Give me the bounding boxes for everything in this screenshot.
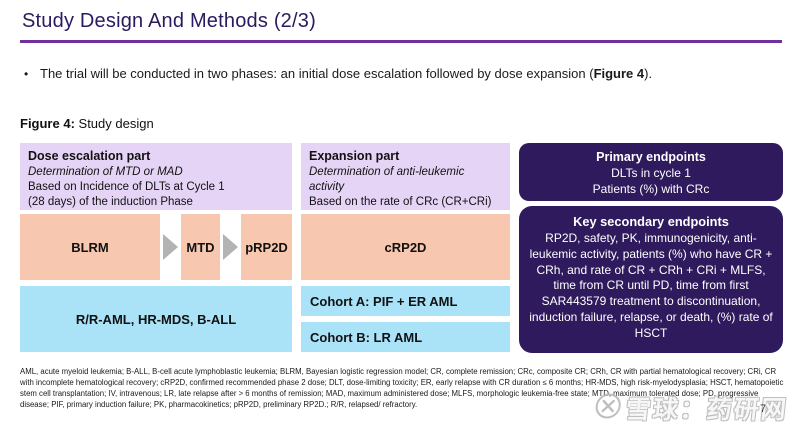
expansion-subtitle: Determination of anti-leukemic activity — [309, 165, 465, 193]
intro-bullet-text: The trial will be conducted in two phase… — [40, 66, 653, 81]
expansion-line2: Based on the rate of CRc (CR+CRi) — [309, 195, 492, 208]
dose-escalation-line3: (28 days) of the induction Phase — [28, 195, 193, 208]
expansion-header-box: Expansion part Determination of anti-leu… — [301, 143, 510, 210]
crp2d-box: cRP2D — [301, 214, 510, 280]
mtd-box: MTD — [181, 214, 220, 280]
primary-endpoint-line1: DLTs in cycle 1 — [611, 165, 691, 180]
blrm-box: BLRM — [20, 214, 160, 280]
figure-caption: Figure 4: Study design — [20, 116, 154, 131]
cohort-a-box: Cohort A: PIF + ER AML — [301, 286, 510, 316]
primary-endpoints-box: Primary endpoints DLTs in cycle 1 Patien… — [519, 143, 783, 201]
expansion-heading: Expansion part — [309, 149, 400, 163]
dose-escalation-header-box: Dose escalation part Determination of MT… — [20, 143, 292, 210]
page-number: 7 — [760, 403, 767, 415]
watermark: 雪球：药研网 — [592, 390, 790, 426]
intro-bullet: • The trial will be conducted in two pha… — [24, 66, 784, 82]
abbreviations-footnote: AML, acute myeloid leukemia; B-ALL, B-ce… — [20, 367, 784, 410]
secondary-endpoints-body: RP2D, safety, PK, immunogenicity, anti-l… — [529, 230, 773, 340]
page-title: Study Design And Methods (2/3) — [22, 10, 316, 32]
cohort-b-box: Cohort B: LR AML — [301, 322, 510, 352]
flow-arrow-icon — [163, 234, 178, 260]
flow-arrow-icon — [223, 234, 238, 260]
primary-endpoint-line2: Patients (%) with CRc — [592, 181, 710, 196]
population-box: R/R-AML, HR-MDS, B-ALL — [20, 286, 292, 352]
secondary-endpoints-box: Key secondary endpoints RP2D, safety, PK… — [519, 206, 783, 353]
dose-escalation-line2: Based on Incidence of DLTs at Cycle 1 — [28, 180, 225, 193]
secondary-endpoints-heading: Key secondary endpoints — [573, 214, 729, 229]
prp2d-box: pRP2D — [241, 214, 292, 280]
dose-escalation-subtitle: Determination of MTD or MAD — [28, 165, 183, 178]
primary-endpoints-heading: Primary endpoints — [596, 150, 706, 164]
bullet-icon: • — [24, 67, 29, 81]
xueqiu-logo-icon — [592, 392, 623, 425]
dose-escalation-heading: Dose escalation part — [28, 149, 151, 163]
title-divider — [20, 40, 782, 43]
